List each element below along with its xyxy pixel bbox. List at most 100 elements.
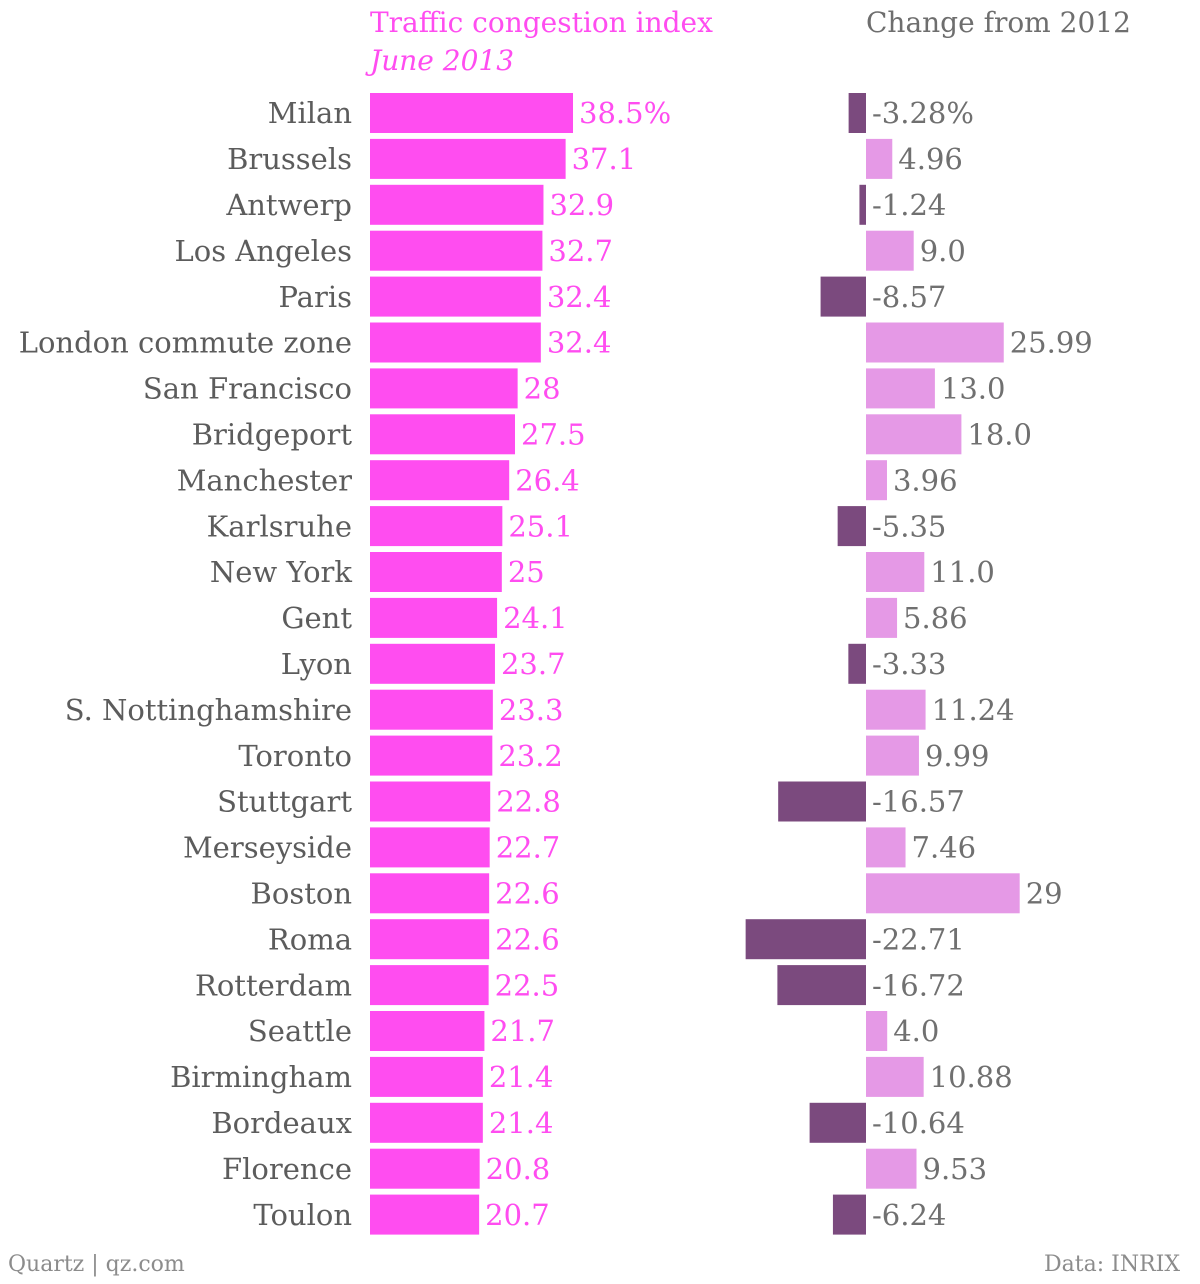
chart-header-left: Traffic congestion index June 2013 [370, 4, 713, 80]
change-value-label: 11.0 [930, 555, 995, 589]
congestion-bar [370, 138, 566, 179]
change-bar-negative [809, 1102, 866, 1143]
category-label: New York [210, 555, 353, 589]
category-label: Karlsruhe [207, 509, 352, 543]
change-value-label: 4.96 [898, 142, 963, 176]
category-label: Antwerp [225, 188, 352, 222]
change-value-label: -3.33 [872, 647, 946, 681]
congestion-value-label: 21.4 [489, 1106, 554, 1140]
congestion-value-label: 22.6 [495, 922, 560, 956]
category-label: Bridgeport [192, 417, 353, 451]
chart-title: Traffic congestion index [370, 6, 713, 39]
change-bar-positive [866, 1148, 917, 1189]
change-value-label: 4.0 [893, 1014, 939, 1048]
footer-source-right: Data: INRIX [1044, 1252, 1180, 1277]
change-value-label: 9.99 [925, 739, 990, 773]
category-label: Boston [251, 876, 352, 910]
congestion-value-label: 20.7 [485, 1198, 550, 1232]
congestion-value-label: 32.9 [549, 188, 614, 222]
congestion-value-label: 23.2 [498, 739, 563, 773]
category-label: San Francisco [143, 372, 352, 406]
category-label: S. Nottinghamshire [65, 693, 352, 727]
change-value-label: 18.0 [967, 417, 1032, 451]
congestion-value-label: 32.4 [547, 326, 612, 360]
congestion-value-label: 23.7 [501, 647, 566, 681]
change-bar-positive [866, 1056, 924, 1097]
congestion-value-label: 20.8 [486, 1152, 551, 1186]
congestion-value-label: 23.3 [499, 693, 564, 727]
category-label: Roma [268, 922, 352, 956]
congestion-value-label: 32.7 [548, 234, 613, 268]
category-label: Florence [222, 1152, 352, 1186]
congestion-bar [370, 597, 498, 638]
congestion-bar [370, 506, 503, 547]
congestion-bar [370, 1056, 483, 1097]
congestion-bar [370, 1194, 480, 1235]
change-value-label: 13.0 [941, 372, 1006, 406]
change-value-label: -16.72 [872, 968, 965, 1002]
change-bar-positive [866, 414, 962, 455]
category-label: Los Angeles [175, 234, 352, 268]
change-bar-negative [832, 1194, 866, 1235]
change-value-label: 3.96 [893, 463, 958, 497]
change-value-label: 9.0 [920, 234, 966, 268]
change-value-label: -8.57 [872, 280, 946, 314]
category-label: Bordeaux [211, 1106, 352, 1140]
change-bar-positive [866, 735, 919, 776]
congestion-bar [370, 184, 544, 225]
congestion-bar [370, 781, 491, 822]
change-bar-negative [837, 506, 866, 547]
change-bar-positive [866, 597, 898, 638]
category-label: Brussels [227, 142, 352, 176]
congestion-value-label: 22.6 [495, 876, 560, 910]
congestion-value-label: 21.4 [489, 1060, 554, 1094]
change-bar-negative [848, 643, 866, 684]
category-label: Manchester [177, 463, 352, 497]
change-title: Change from 2012 [866, 6, 1131, 39]
change-bar-negative [778, 781, 866, 822]
change-bar-positive [866, 230, 914, 271]
congestion-value-label: 22.7 [496, 831, 561, 865]
congestion-bar [370, 276, 541, 317]
category-label: Merseyside [183, 831, 352, 865]
congestion-bar [370, 1011, 485, 1051]
change-bar-negative [745, 919, 866, 960]
category-label: Stuttgart [217, 785, 352, 819]
category-labels: Milan Brussels Antwerp Los Angeles Paris Lond… [19, 96, 353, 1232]
congestion-bar [370, 689, 493, 730]
congestion-bar [370, 460, 510, 501]
category-label: Paris [278, 280, 352, 314]
change-bar-positive [866, 689, 926, 730]
change-bar-positive [866, 368, 935, 409]
category-label: Toronto [238, 739, 352, 773]
congestion-value-label: 27.5 [521, 417, 586, 451]
change-bar-negative [848, 93, 866, 133]
change-value-label: -3.28% [872, 96, 974, 130]
congestion-bar [370, 322, 541, 363]
category-label: Gent [281, 601, 352, 635]
change-bar-negative [820, 276, 866, 317]
congestion-bar [370, 552, 502, 592]
change-bar-negative [777, 965, 866, 1006]
congestion-bar [370, 93, 573, 133]
congestion-bar [370, 735, 493, 776]
congestion-value-label: 37.1 [572, 142, 637, 176]
congestion-bar [370, 230, 543, 271]
category-label: Toulon [253, 1198, 352, 1232]
congestion-bar [370, 919, 490, 960]
congestion-value-label: 28 [524, 372, 561, 406]
change-value-label: 29 [1026, 876, 1063, 910]
category-label: Birmingham [170, 1060, 352, 1094]
congestion-value-label: 24.1 [503, 601, 568, 635]
change-bar-negative [859, 184, 866, 225]
congestion-bar [370, 643, 495, 684]
category-label: London commute zone [19, 326, 352, 360]
category-label: Lyon [281, 647, 352, 681]
change-bar-positive [866, 552, 925, 592]
change-value-label: 25.99 [1010, 326, 1093, 360]
congestion-bar [370, 414, 515, 455]
change-value-label: -10.64 [872, 1106, 965, 1140]
